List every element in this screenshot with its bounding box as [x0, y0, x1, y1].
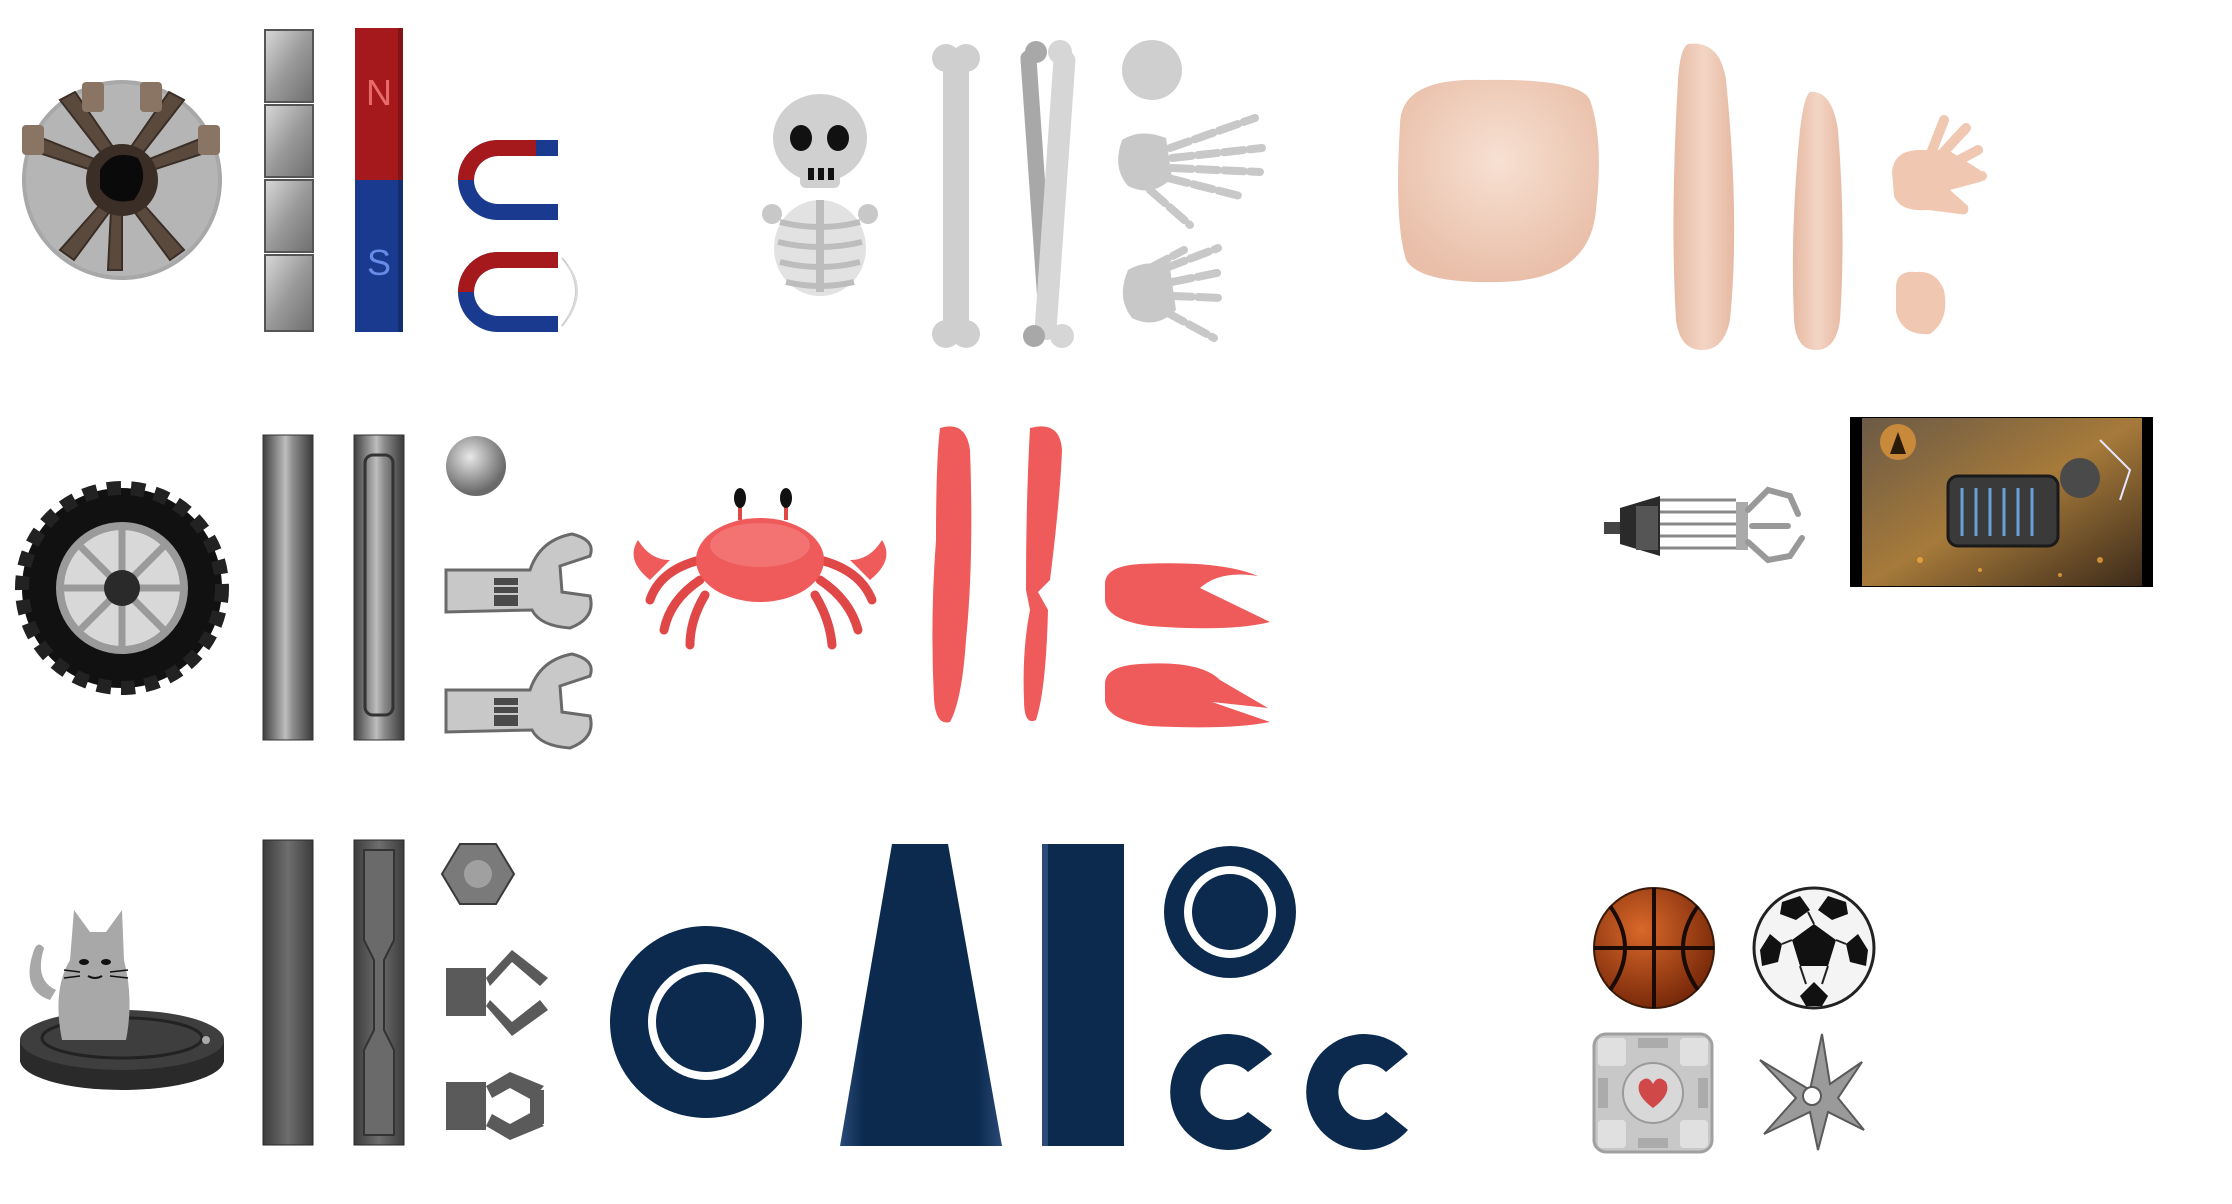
skeleton-icon [762, 94, 878, 296]
human-hand-icon [1892, 115, 1987, 335]
bar-magnet-icon: N S [355, 28, 403, 332]
navy-ring-icon [610, 926, 802, 1118]
navy-bar-icon [1042, 844, 1124, 1146]
north-pole-label: N [366, 72, 392, 113]
skull-icon [1122, 40, 1182, 100]
soccer-ball-icon [1752, 886, 1876, 1010]
game-artwork-icon [1850, 417, 2153, 587]
steel-block-stack-icon [264, 29, 314, 332]
tire-icon [15, 481, 229, 695]
wrench-icon [444, 532, 593, 750]
bone-pair-icon [1020, 40, 1076, 348]
basketball-icon [1593, 887, 1715, 1009]
south-pole-label: S [367, 242, 391, 283]
steel-ball-icon [446, 436, 506, 496]
companion-cube-icon [1592, 1032, 1714, 1154]
crab-icon [633, 488, 887, 650]
gripper-claw-icon [446, 950, 548, 1140]
navy-trapezoid-icon [840, 844, 1002, 1146]
finger-icon [1673, 43, 1843, 351]
gravity-gun-icon [1604, 486, 1805, 564]
steel-beam-icon [262, 839, 405, 1146]
hex-nut-icon [440, 843, 516, 905]
horseshoe-magnet-icon [458, 140, 578, 332]
shuriken-icon [1759, 1033, 1865, 1151]
navy-ring-small-icon [1164, 846, 1296, 978]
gear-wheel-icon [22, 80, 222, 280]
steel-rod-icon [262, 434, 405, 741]
navy-c-shape-icon [1170, 1034, 1408, 1150]
crab-claw-icon [1105, 563, 1270, 728]
skeleton-hand-icon [1118, 114, 1266, 342]
bone-icon [932, 44, 980, 348]
robot-vacuum-cat-icon [20, 910, 224, 1090]
flesh-block-icon [1398, 79, 1599, 283]
crab-leg-icon [932, 426, 1062, 723]
